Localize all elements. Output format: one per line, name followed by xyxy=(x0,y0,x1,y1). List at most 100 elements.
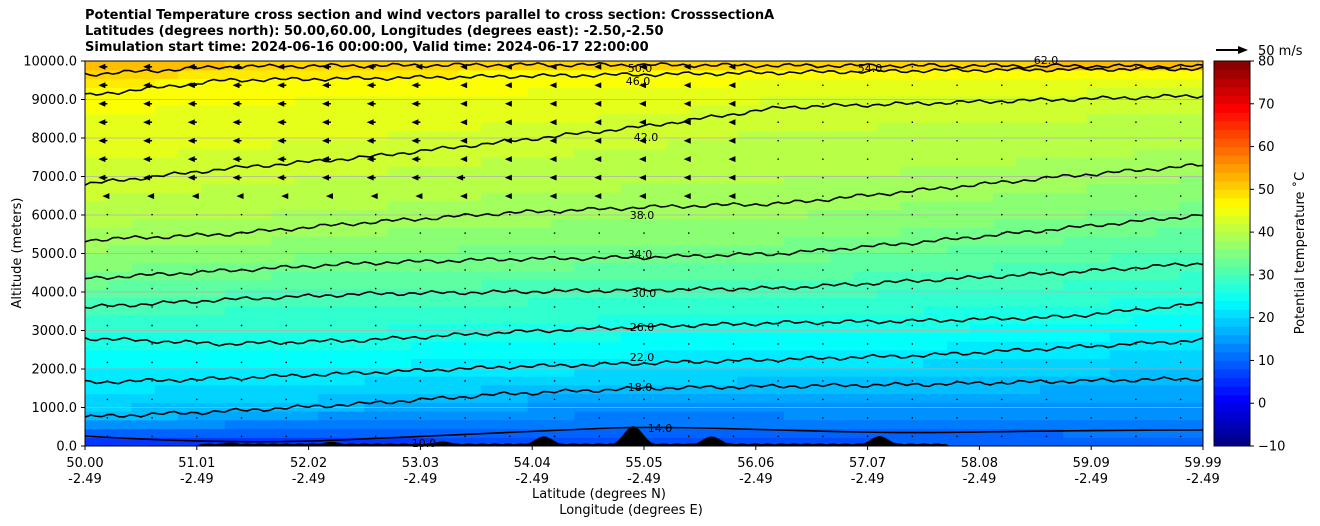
temperature-cell xyxy=(760,201,785,211)
temperature-cell xyxy=(713,218,738,228)
temperature-cell xyxy=(574,297,599,307)
temperature-cell xyxy=(294,306,319,316)
temperature-cell xyxy=(1039,323,1064,333)
temperature-cell xyxy=(154,402,179,412)
temperature-cell xyxy=(807,104,831,115)
temperature-cell xyxy=(574,306,599,316)
temperature-cell xyxy=(574,218,599,228)
temperature-cell xyxy=(364,78,389,88)
temperature-cell xyxy=(294,419,319,430)
temperature-cell xyxy=(807,253,831,263)
temperature-cell xyxy=(923,131,948,141)
temperature-cell xyxy=(387,332,412,342)
wind-vector-dot xyxy=(866,398,869,401)
temperature-cell xyxy=(1156,166,1181,176)
temperature-cell xyxy=(760,157,785,167)
temperature-cell xyxy=(807,402,831,412)
wind-vector-dot xyxy=(822,398,824,401)
temperature-cell xyxy=(317,113,342,123)
temperature-cell xyxy=(644,61,668,71)
temperature-cell xyxy=(1063,402,1088,412)
temperature-cell xyxy=(1016,349,1041,360)
temperature-cell xyxy=(550,428,575,438)
temperature-cell xyxy=(434,297,459,307)
temperature-cell xyxy=(946,218,971,228)
temperature-cell xyxy=(434,376,459,386)
temperature-cell xyxy=(946,192,971,202)
temperature-cell xyxy=(783,393,808,403)
temperature-cell xyxy=(1086,262,1111,272)
temperature-cell xyxy=(690,428,715,438)
temperature-cell xyxy=(620,349,645,360)
temperature-cell xyxy=(294,279,319,290)
temperature-cell xyxy=(1179,157,1203,167)
wind-vector-dot xyxy=(866,417,869,419)
temperature-cell xyxy=(85,367,109,377)
wind-vector xyxy=(366,174,374,181)
temperature-cell xyxy=(597,428,622,438)
temperature-cell xyxy=(457,341,482,351)
temperature-cell xyxy=(248,122,272,132)
temperature-cell xyxy=(457,367,482,377)
temperature-cell xyxy=(900,61,925,71)
temperature-cell xyxy=(783,139,808,150)
temperature-cell xyxy=(574,192,599,202)
wind-vector-dot xyxy=(1090,361,1092,364)
temperature-cell xyxy=(271,428,296,438)
temperature-cell xyxy=(900,148,925,158)
x-tick-label-lon: -2.49 xyxy=(180,472,214,487)
temperature-cell xyxy=(783,376,808,386)
wind-vector-dot xyxy=(509,380,511,382)
temperature-cell xyxy=(224,384,249,395)
temperature-cell xyxy=(364,402,389,412)
wind-vector-dot xyxy=(1001,269,1003,271)
wind-vector-dot xyxy=(1045,306,1048,308)
temperature-cell xyxy=(271,411,296,421)
temperature-cell xyxy=(411,332,435,342)
temperature-cell xyxy=(131,78,156,88)
temperature-cell xyxy=(1039,253,1064,263)
temperature-cell xyxy=(1039,166,1064,176)
temperature-cell xyxy=(737,279,762,290)
temperature-cell xyxy=(364,139,389,150)
temperature-cell xyxy=(1086,227,1111,237)
temperature-cell xyxy=(154,367,179,377)
temperature-cell xyxy=(597,157,622,167)
temperature-cell xyxy=(248,297,272,307)
temperature-cell xyxy=(480,96,505,106)
temperature-cell xyxy=(1039,411,1064,421)
wind-vector-dot xyxy=(643,343,645,345)
temperature-cell xyxy=(504,384,529,395)
temperature-cell xyxy=(1133,183,1158,193)
temperature-cell xyxy=(271,87,296,97)
temperature-cell xyxy=(783,341,808,351)
wind-vector-dot xyxy=(553,269,556,271)
temperature-cell xyxy=(713,349,738,360)
temperature-cell xyxy=(201,139,226,150)
temperature-cell xyxy=(504,306,529,316)
temperature-cell xyxy=(1179,349,1203,360)
temperature-cell xyxy=(201,131,226,141)
colorbar-tick-label: 10 xyxy=(1258,354,1275,369)
colorbar-band xyxy=(1214,317,1250,327)
temperature-cell xyxy=(108,332,133,342)
temperature-cell xyxy=(1179,122,1203,132)
wind-vector-dot xyxy=(911,232,914,234)
temperature-cell xyxy=(574,69,599,80)
x-tick-label-lon: -2.49 xyxy=(851,472,885,487)
temperature-cell xyxy=(201,288,226,298)
temperature-cell xyxy=(411,358,435,368)
temperature-cell xyxy=(807,288,831,298)
temperature-cell xyxy=(574,262,599,272)
temperature-cell xyxy=(713,174,738,185)
temperature-cell xyxy=(760,96,785,106)
y-tick-label: 2000.0 xyxy=(32,363,78,378)
quiver-key-arrow-head xyxy=(1238,46,1248,54)
temperature-cell xyxy=(387,358,412,368)
temperature-cell xyxy=(178,376,203,386)
temperature-cell xyxy=(970,148,994,158)
temperature-cell xyxy=(783,122,808,132)
temperature-cell xyxy=(1109,218,1134,228)
temperature-cell xyxy=(201,183,226,193)
temperature-cell xyxy=(830,96,855,106)
